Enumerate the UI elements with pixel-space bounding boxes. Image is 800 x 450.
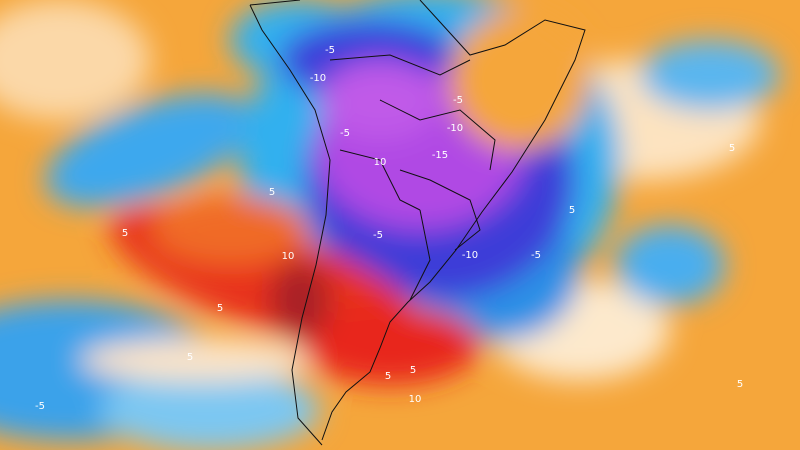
contour-label: 5	[385, 371, 391, 382]
contour-label: -5	[531, 250, 541, 261]
coastline	[249, 0, 586, 446]
contour-label: 5	[187, 352, 193, 363]
contour-label: -10	[310, 73, 326, 84]
contour-label: -5	[35, 401, 45, 412]
contour-label: 10	[409, 394, 422, 405]
contour-label: 5	[737, 379, 743, 390]
contour-label: -5	[340, 128, 350, 139]
contour-labels: -5 -10 -5 -5 -10 10 -15 5 5 -5 -10 -5 5 5 10 5 5 5 10 -5 5 5	[35, 45, 743, 412]
contour-label: -10	[447, 123, 463, 134]
contour-label: -5	[325, 45, 335, 56]
contour-label: 5	[217, 303, 223, 314]
contour-label: -10	[462, 250, 478, 261]
contour-label: 10	[282, 251, 295, 262]
contour-label: 5	[569, 205, 575, 216]
contour-label: 5	[122, 228, 128, 239]
contour-label: 5	[410, 365, 416, 376]
contour-label: 5	[729, 143, 735, 154]
contour-label: -15	[432, 150, 448, 161]
contour-label: -5	[453, 95, 463, 106]
contour-label: -5	[373, 230, 383, 241]
contour-label: 5	[269, 187, 275, 198]
contour-label: 10	[374, 157, 387, 168]
